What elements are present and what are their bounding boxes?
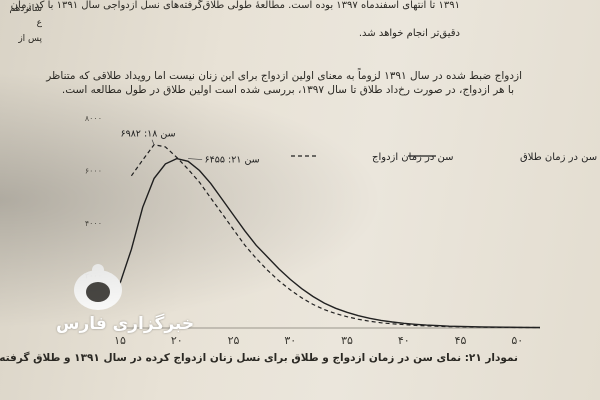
annotation-leader [151, 139, 155, 145]
top-line-1: ۱۳۹۱ تا انتهای اسفندماه ۱۳۹۷ بوده است. م… [10, 0, 460, 11]
x-tick-label: ۳۰ [284, 334, 296, 347]
y-tick-label: ۴۰۰۰ [85, 219, 102, 228]
watermark-text: خبرگزاری فارس [56, 314, 195, 334]
margin-text-1: شانزدهم [9, 4, 43, 14]
paragraph-line-1: ازدواج ضبط شده در سال ۱۳۹۱ لزوماً به معن… [46, 70, 522, 82]
top-line-2: دقیق‌تر انجام خواهد شد. [358, 28, 460, 39]
x-tick-label: ۴۰ [398, 334, 410, 347]
news-agency-logo-icon [74, 264, 122, 310]
margin-text-2: ع [36, 18, 42, 28]
x-tick-label: ۳۵ [341, 334, 353, 347]
legend-label: سن در زمان طلاق [520, 152, 597, 163]
legend-label: سن در زمان ازدواج [372, 152, 454, 163]
x-tick-label: ۲۰ [171, 334, 183, 347]
series-line-marriage [130, 144, 541, 329]
figure-caption: نمودار ۲۱: نمای سن در زمان ازدواج و طلاق… [0, 352, 518, 364]
margin-text-3: پس از [18, 34, 42, 44]
annotation-leader [188, 158, 203, 160]
data-annotation: سن ۱۸: ۶۹۸۲ [121, 129, 176, 140]
data-annotation: سن ۲۱: ۶۴۵۵ [205, 155, 260, 166]
x-tick-label: ۵۰ [511, 334, 523, 347]
y-tick-label: ۶۰۰۰ [85, 167, 102, 176]
x-tick-label: ۱۵ [114, 334, 126, 347]
y-tick-label: ۸۰۰۰ [85, 114, 102, 123]
paragraph-line-2: با هر ازدواج، در صورت رخ‌داد طلاق تا سال… [61, 84, 514, 96]
x-tick-label: ۴۵ [455, 334, 467, 347]
x-tick-label: ۲۵ [228, 334, 240, 347]
